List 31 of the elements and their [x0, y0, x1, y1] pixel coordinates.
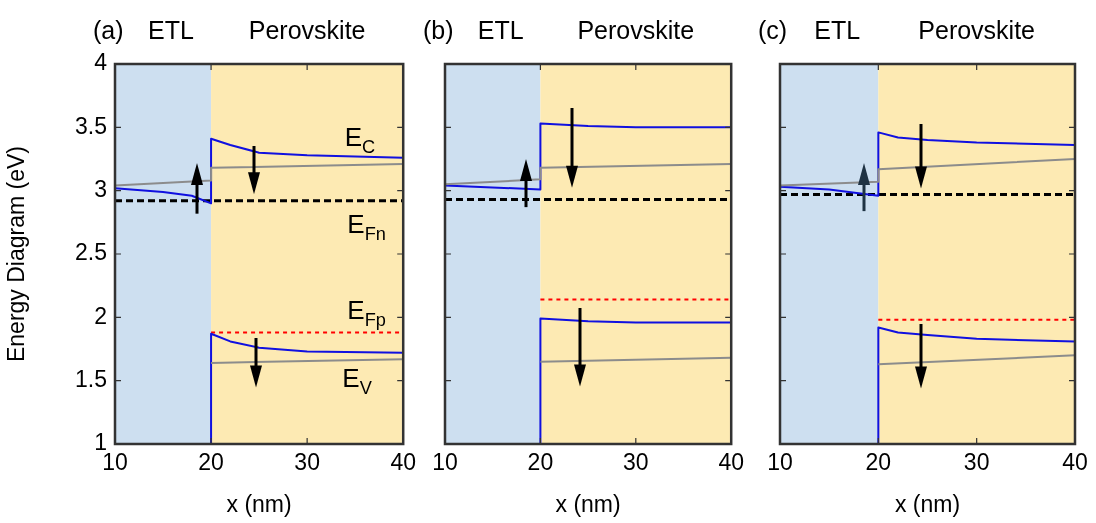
chart-title: (b) — [423, 15, 454, 44]
x-tick-label: 40 — [1062, 449, 1088, 476]
band-label: Perovskite — [248, 15, 366, 44]
x-tick-label: 30 — [963, 449, 990, 476]
x-tick-label: 10 — [767, 449, 793, 476]
x-tick-label: 10 — [432, 449, 458, 476]
chart-title: (a) — [93, 15, 124, 44]
band-label: Perovskite — [577, 15, 695, 44]
x-axis-title: x (nm) — [894, 490, 961, 517]
x-tick-label: 30 — [623, 449, 649, 476]
chart-title: (c) — [758, 15, 788, 44]
y-tick-label: 2 — [94, 302, 107, 329]
x-tick-label: 20 — [198, 449, 224, 476]
x-axis-title: x (nm) — [555, 490, 621, 517]
x-tick-label: 20 — [865, 449, 892, 476]
band-label: ETL — [814, 15, 861, 44]
y-tick-label: 3.5 — [75, 112, 107, 139]
x-tick-label: 20 — [527, 449, 554, 476]
band-label: ETL — [148, 15, 195, 44]
x-tick-label: 40 — [718, 449, 745, 476]
y-tick-label: 4 — [94, 49, 108, 76]
band-label: Perovskite — [918, 15, 1036, 44]
y-tick-label: 1.5 — [75, 366, 107, 393]
x-tick-label: 30 — [294, 449, 320, 476]
x-axis-title: x (nm) — [226, 490, 292, 517]
y-tick-label: 3 — [94, 176, 107, 203]
x-tick-label: 10 — [102, 449, 128, 476]
band-label: ETL — [477, 15, 524, 44]
y-tick-label: 2.5 — [75, 239, 107, 266]
x-tick-label: 40 — [390, 449, 417, 476]
y-axis-title: Energy Diagram (eV) — [3, 145, 30, 363]
